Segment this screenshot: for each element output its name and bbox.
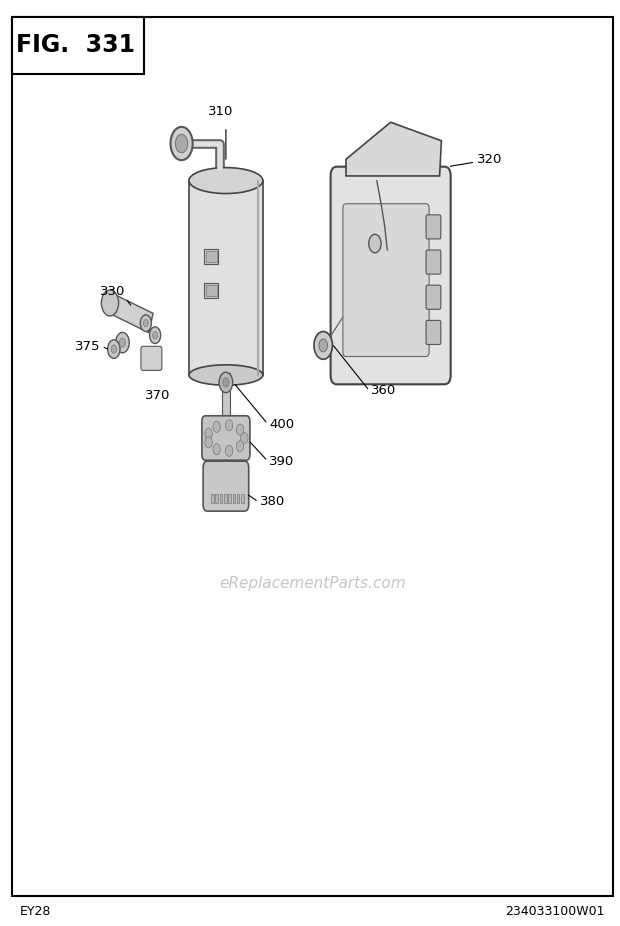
Bar [206,251,216,262]
FancyBboxPatch shape [202,416,250,460]
FancyBboxPatch shape [426,215,441,239]
Bar [241,494,244,503]
Circle shape [108,340,120,358]
FancyBboxPatch shape [343,204,429,357]
Circle shape [170,127,193,160]
Text: 375: 375 [75,340,100,353]
Bar [228,494,231,503]
FancyBboxPatch shape [426,250,441,274]
Circle shape [226,419,233,431]
Circle shape [319,339,327,352]
Circle shape [241,432,248,444]
Circle shape [226,445,233,457]
Bar [221,373,230,419]
Circle shape [143,319,148,327]
Circle shape [120,338,125,347]
Circle shape [101,290,118,316]
Bar [224,494,226,503]
Bar [211,494,214,503]
Text: 330: 330 [100,285,125,298]
Circle shape [219,372,232,393]
Bar [237,494,239,503]
Bar [189,181,263,375]
Text: 390: 390 [269,455,294,468]
Text: 310: 310 [208,105,234,118]
Polygon shape [346,122,441,176]
Circle shape [111,344,117,353]
FancyBboxPatch shape [203,461,249,511]
Bar [205,249,218,264]
Circle shape [236,424,244,435]
Polygon shape [108,294,153,332]
Bar [232,494,235,503]
Text: 360: 360 [371,384,396,397]
Text: 370: 370 [144,389,170,402]
Circle shape [153,332,157,339]
Circle shape [236,441,244,452]
FancyBboxPatch shape [426,320,441,344]
Circle shape [223,378,229,387]
Circle shape [369,234,381,253]
Text: FIG.  331: FIG. 331 [16,33,135,57]
FancyBboxPatch shape [426,285,441,309]
Text: 380: 380 [260,495,285,508]
Circle shape [213,421,220,432]
Ellipse shape [189,365,263,385]
Text: eReplacementParts.com: eReplacementParts.com [219,576,405,591]
Circle shape [205,437,212,448]
Circle shape [314,332,332,359]
Circle shape [175,134,188,153]
Circle shape [149,327,161,344]
Text: 234033100W01: 234033100W01 [505,905,604,918]
Bar [215,494,218,503]
Bar [219,494,222,503]
Circle shape [140,315,151,332]
Bar [205,283,218,298]
FancyBboxPatch shape [141,346,162,370]
Text: EY28: EY28 [20,905,51,918]
Bar [206,285,216,296]
Text: 320: 320 [477,153,502,166]
FancyBboxPatch shape [330,167,451,384]
Text: 400: 400 [269,418,294,431]
Ellipse shape [189,168,263,194]
Circle shape [116,332,129,353]
Bar [12,17,144,74]
Circle shape [213,444,220,455]
Circle shape [205,428,212,439]
